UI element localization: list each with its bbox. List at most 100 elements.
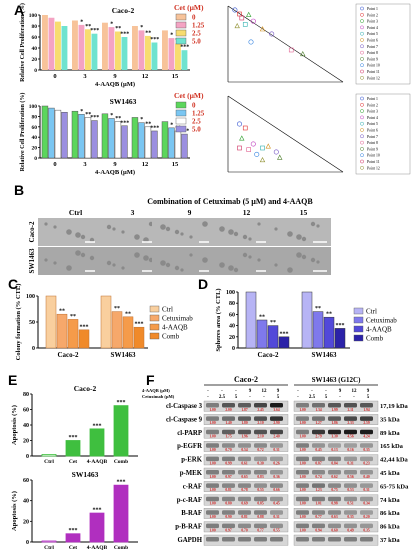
protein-band — [254, 403, 267, 408]
protein-label: c-RAF — [183, 483, 202, 490]
x-tick-label: 4-AAQB — [87, 545, 108, 550]
protein-band — [328, 429, 341, 435]
band-quantification: 0.34 — [363, 502, 369, 506]
protein-band — [344, 470, 357, 475]
band-quantification: 0.31 — [273, 515, 279, 519]
bar — [108, 118, 115, 159]
band-quantification: 0.69 — [241, 502, 247, 506]
y-axis-label: Relative Cell Proliferation (%) — [19, 3, 26, 82]
protein-band — [270, 403, 283, 408]
band-quantification: 0.13 — [331, 448, 337, 452]
colony-blob — [80, 252, 86, 258]
plot-legend-label: Point 3 — [367, 20, 378, 24]
colony-blob — [301, 236, 307, 242]
protein-label: cl-Caspase 9 — [166, 416, 203, 423]
band-quantification: 0.45 — [273, 502, 279, 506]
protein-band — [206, 483, 219, 488]
kda-label: 45 kDa — [380, 470, 400, 477]
panel-b-title: Combination of Cetuximab (5 µM) and 4-AA… — [147, 197, 313, 206]
band-quantification: 1.94 — [363, 408, 369, 412]
protein-band — [270, 429, 283, 435]
band-quantification: 0.16 — [347, 448, 353, 452]
treatment-value: - — [311, 389, 313, 394]
significance-star: *** — [93, 508, 102, 514]
data-point — [239, 135, 245, 141]
treatment-value: 2.5 — [309, 395, 316, 400]
band-quantification: 0.72 — [257, 448, 263, 452]
protein-band — [222, 429, 235, 435]
legend-title: Cet (µM) — [174, 91, 204, 100]
treatment-value: 9 — [277, 389, 280, 394]
plot-legend-box — [355, 3, 411, 85]
bar — [312, 311, 324, 349]
protein-band — [296, 483, 309, 488]
protein-band — [296, 523, 309, 529]
band-quantification: 0.23 — [363, 461, 369, 465]
colony-blob — [112, 263, 116, 267]
chart-title: Caco-2 — [74, 384, 97, 393]
band-quantification: 0.74 — [315, 475, 321, 479]
y-axis-label: Apoptosis (%) — [11, 491, 18, 531]
protein-band — [254, 496, 267, 502]
protein-band — [312, 537, 325, 542]
bar — [85, 29, 91, 70]
band-quantification: 2.10 — [257, 421, 263, 425]
protein-band — [328, 470, 341, 475]
bar — [89, 512, 105, 543]
protein-band — [270, 416, 283, 421]
protein-band — [238, 416, 251, 421]
legend-swatch — [353, 307, 364, 315]
band-quantification: 1.00 — [299, 488, 305, 492]
legend-label: 4-AAQB — [366, 326, 392, 334]
bar — [41, 105, 49, 159]
band-quantification: 0.30 — [257, 461, 263, 465]
significance-star: *** — [69, 435, 78, 441]
band-quantification: 1.00 — [209, 461, 215, 465]
panel-e-apoptosis-charts: 0 20 40 60 80 Ctrl *** Cet *** 4-AAQB *** Comb Caco-… — [11, 384, 138, 550]
panel-label-e: E — [8, 372, 18, 388]
protein-band — [296, 429, 309, 435]
y-tick-label: 20 — [32, 57, 38, 63]
plot-legend-marker — [360, 153, 364, 158]
data-point — [288, 47, 294, 53]
bar — [113, 405, 129, 457]
micrograph-column-label: 3 — [131, 208, 135, 217]
treatment-value: - — [235, 389, 237, 394]
protein-band — [222, 443, 235, 448]
protein-band — [238, 537, 251, 542]
protein-band — [312, 429, 325, 435]
y-tick-label: 100 — [29, 104, 38, 110]
band-quantification: 0.98 — [331, 502, 337, 506]
colony-blob — [143, 255, 149, 261]
protein-band — [360, 456, 373, 462]
band-quantification: 1.00 — [299, 448, 305, 452]
protein-band — [238, 403, 251, 408]
protein-band — [206, 523, 219, 529]
blot-strip — [203, 481, 289, 492]
bar — [55, 21, 61, 71]
colony-blob — [174, 265, 180, 271]
protein-band — [206, 403, 219, 408]
bar — [138, 30, 145, 70]
treatment-value: - — [353, 395, 355, 400]
bar — [78, 114, 85, 159]
data-point — [269, 31, 275, 37]
band-quantification: 0.53 — [347, 488, 353, 492]
plot-legend-marker — [360, 31, 364, 36]
protein-band — [296, 443, 309, 448]
protein-band — [222, 483, 235, 488]
significance-star: ** — [115, 26, 121, 32]
protein-band — [296, 456, 309, 462]
protein-band — [344, 429, 357, 435]
band-quantification: 1.27 — [315, 421, 321, 425]
blot-strip — [293, 441, 379, 452]
plot-legend-marker — [360, 109, 364, 113]
treatment-value: 9 — [339, 389, 342, 394]
band-quantification: 1.00 — [299, 421, 305, 425]
protein-band — [270, 443, 283, 448]
data-point — [277, 154, 283, 160]
data-point — [259, 26, 266, 32]
plot-legend-marker — [360, 75, 364, 80]
significance-star: ** — [145, 121, 151, 127]
protein-band — [238, 496, 251, 502]
